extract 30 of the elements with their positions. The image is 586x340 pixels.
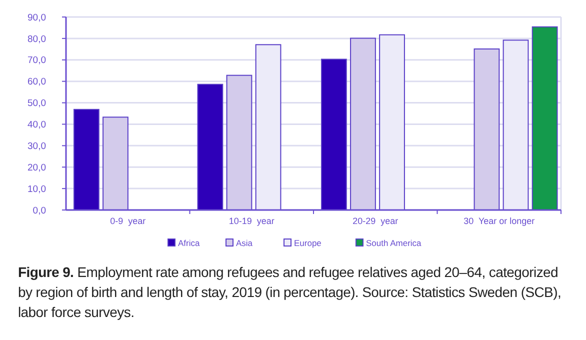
bar: [197, 84, 224, 210]
y-tick-label: 70,0: [28, 55, 46, 66]
y-tick-label: 30,0: [28, 140, 46, 152]
y-tick-label: 50,0: [28, 98, 46, 110]
x-tick-label: 20-29 year: [352, 216, 398, 226]
legend-label: Europe: [294, 238, 322, 248]
bar: [532, 26, 558, 210]
y-tick-label: 80,0: [28, 34, 46, 45]
x-tick-label: 0-9 year: [110, 216, 146, 226]
bar: [321, 58, 347, 210]
bar: [474, 48, 500, 210]
y-tick-label: 0,0: [32, 205, 46, 216]
bar: [226, 74, 252, 210]
bar: [255, 44, 282, 210]
x-tick-label: 30 Year or longer: [464, 216, 535, 226]
bar: [379, 34, 405, 210]
bar: [74, 108, 100, 210]
bar: [350, 38, 376, 210]
bar: [102, 116, 128, 210]
y-tick-label: 10,0: [28, 184, 46, 195]
bar: [502, 40, 529, 210]
caption: Figure 9. Employment rate among refugees and refugee relatives aged 20–64, categorized by region of birth and length of stay, 2019 (in percentage). Source: Statistics Sweden (SCB), labor force surveys.: [18, 264, 562, 320]
y-tick-label: 60,0: [28, 76, 46, 88]
y-tick-label: 40,0: [28, 120, 46, 131]
y-tick-label: 90,0: [28, 12, 46, 24]
y-tick-label: 20,0: [28, 162, 46, 174]
legend-label: Africa: [178, 238, 200, 248]
legend-label: South America: [366, 238, 422, 248]
legend-label: Asia: [236, 238, 253, 248]
x-tick-label: 10-19 year: [228, 216, 274, 226]
